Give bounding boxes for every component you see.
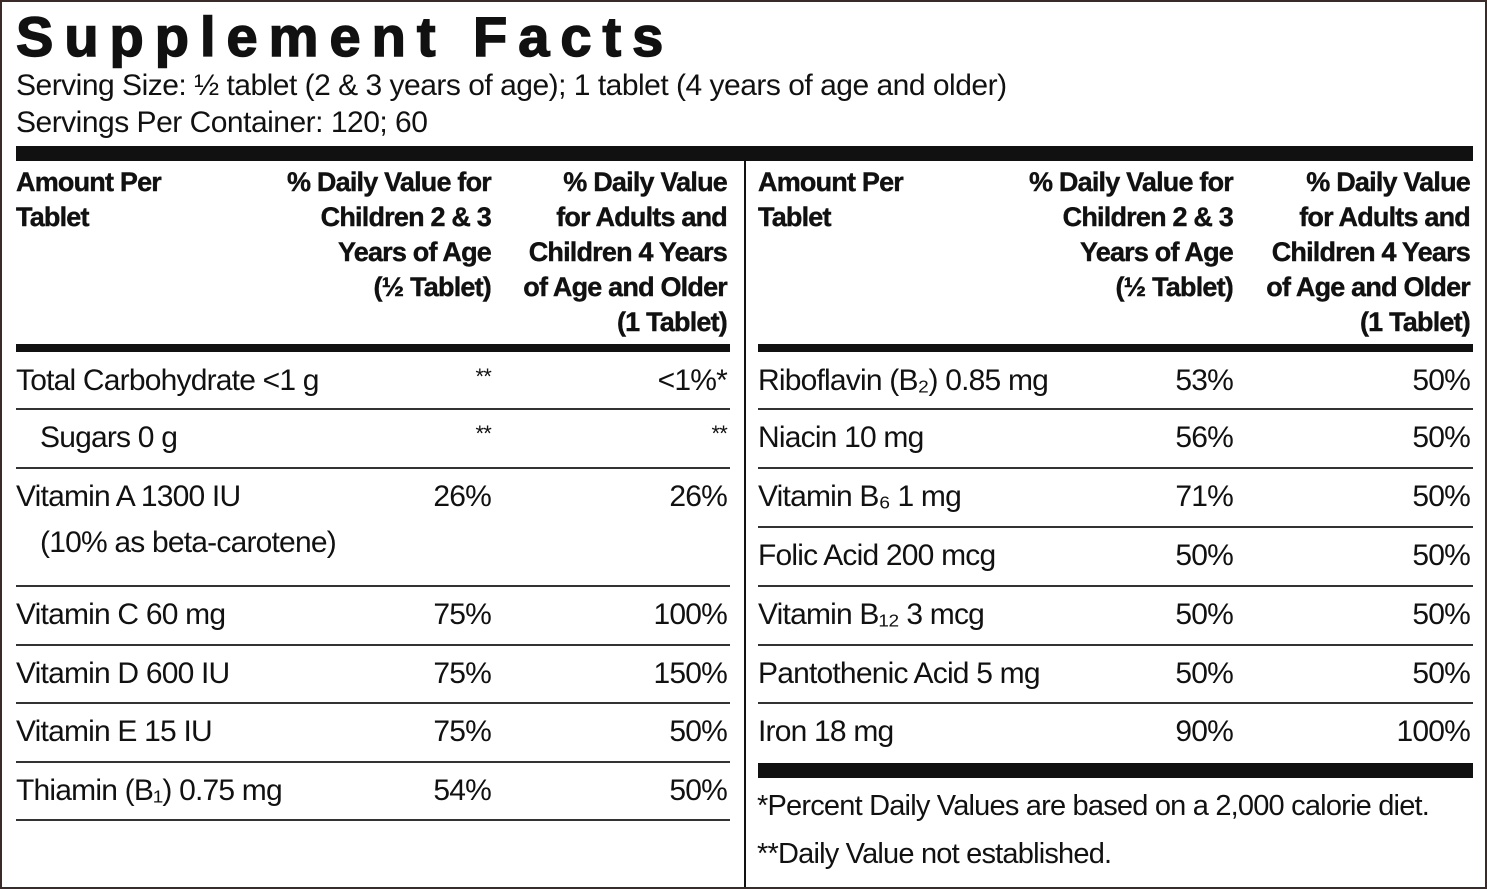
column-header: Tablet (758, 202, 832, 232)
column-header: % Daily Value for (1029, 167, 1234, 197)
header-rule-left (16, 344, 730, 352)
column-header: (½ Tablet) (373, 272, 492, 302)
nutrient-name: Vitamin D 600 IU (16, 657, 230, 690)
adult-daily-value: 50% (1412, 539, 1470, 572)
row-rule (16, 467, 730, 469)
children-daily-value: ** (475, 421, 491, 446)
nutrient-name: Folic Acid 200 mcg (758, 539, 996, 572)
column-header: Children 4 Years (1271, 237, 1471, 267)
nutrient-name: Vitamin E 15 IU (16, 715, 213, 748)
nutrient-name: Riboflavin (B₂) 0.85 mg (758, 364, 1049, 397)
title: Supplement Facts (15, 4, 675, 69)
column-header: Children 2 & 3 (1062, 202, 1234, 232)
row-rule (758, 585, 1473, 587)
footnote: **Daily Value not established. (757, 838, 1112, 870)
nutrient-name: Niacin 10 mg (758, 421, 924, 454)
serving-size: Serving Size: ½ tablet (2 & 3 years of a… (16, 69, 1007, 102)
column-header: Amount Per (758, 167, 904, 197)
adult-daily-value: 50% (669, 774, 727, 807)
children-daily-value: 53% (1175, 364, 1233, 397)
nutrient-name: Pantothenic Acid 5 mg (758, 657, 1041, 690)
row-rule (16, 702, 730, 704)
children-daily-value: 50% (1175, 539, 1233, 572)
children-daily-value: 75% (433, 598, 491, 631)
row-rule (758, 467, 1473, 469)
nutrient-name: Vitamin B₁₂ 3 mcg (758, 598, 985, 631)
adult-daily-value: 50% (1412, 598, 1470, 631)
adult-daily-value: 50% (1412, 421, 1470, 454)
nutrient-name: Vitamin C 60 mg (16, 598, 226, 631)
adult-daily-value: 100% (1396, 715, 1470, 748)
column-header: (½ Tablet) (1115, 272, 1234, 302)
adult-daily-value: 50% (1412, 364, 1470, 397)
top-bar (16, 146, 1473, 161)
children-daily-value: 26% (433, 480, 491, 513)
children-daily-value: 71% (1175, 480, 1233, 513)
footnote: *Percent Daily Values are based on a 2,0… (757, 790, 1430, 822)
column-header: of Age and Older (523, 272, 728, 302)
row-rule (16, 644, 730, 646)
children-daily-value: 54% (433, 774, 491, 807)
nutrient-name: Total Carbohydrate <1 g (16, 364, 319, 397)
row-rule (16, 408, 730, 410)
column-divider (744, 161, 746, 887)
column-header: Children 2 & 3 (320, 202, 492, 232)
column-header: (1 Tablet) (616, 307, 728, 337)
row-rule (758, 644, 1473, 646)
adult-daily-value: 50% (1412, 657, 1470, 690)
adult-daily-value: <1%* (657, 364, 728, 397)
column-header: (1 Tablet) (1359, 307, 1471, 337)
nutrient-note: (10% as beta-carotene) (40, 526, 337, 559)
row-rule (758, 408, 1473, 410)
children-daily-value: 75% (433, 715, 491, 748)
children-daily-value: 50% (1175, 657, 1233, 690)
column-header: Amount Per (16, 167, 162, 197)
column-header: of Age and Older (1266, 272, 1471, 302)
adult-daily-value: 150% (653, 657, 727, 690)
bottom-bar-right (758, 763, 1473, 778)
row-rule (758, 526, 1473, 528)
column-header: Children 4 Years (528, 237, 728, 267)
row-rule (16, 761, 730, 763)
row-rule (758, 702, 1473, 704)
column-header: for Adults and (1299, 202, 1471, 232)
column-header: % Daily Value for (287, 167, 492, 197)
children-daily-value: 90% (1175, 715, 1233, 748)
column-header: Years of Age (338, 237, 492, 267)
row-rule (16, 819, 730, 821)
column-header: Years of Age (1080, 237, 1234, 267)
column-header: % Daily Value (563, 167, 728, 197)
children-daily-value: 56% (1175, 421, 1233, 454)
adult-daily-value: 50% (669, 715, 727, 748)
nutrient-name: Vitamin B₆ 1 mg (758, 480, 962, 513)
adult-daily-value: 26% (669, 480, 727, 513)
nutrient-name: Iron 18 mg (758, 715, 894, 748)
row-rule (16, 585, 730, 587)
column-header: % Daily Value (1306, 167, 1471, 197)
adult-daily-value: 100% (653, 598, 727, 631)
servings-per-container: Servings Per Container: 120; 60 (16, 106, 428, 139)
nutrient-name: Thiamin (B₁) 0.75 mg (16, 774, 283, 807)
nutrient-name: Sugars 0 g (40, 421, 178, 454)
column-header: for Adults and (556, 202, 728, 232)
nutrient-name: Vitamin A 1300 IU (16, 480, 241, 513)
children-daily-value: ** (475, 364, 491, 389)
column-header: Tablet (16, 202, 90, 232)
children-daily-value: 50% (1175, 598, 1233, 631)
adult-daily-value: ** (711, 421, 727, 446)
adult-daily-value: 50% (1412, 480, 1470, 513)
header-rule-right (758, 344, 1473, 352)
children-daily-value: 75% (433, 657, 491, 690)
